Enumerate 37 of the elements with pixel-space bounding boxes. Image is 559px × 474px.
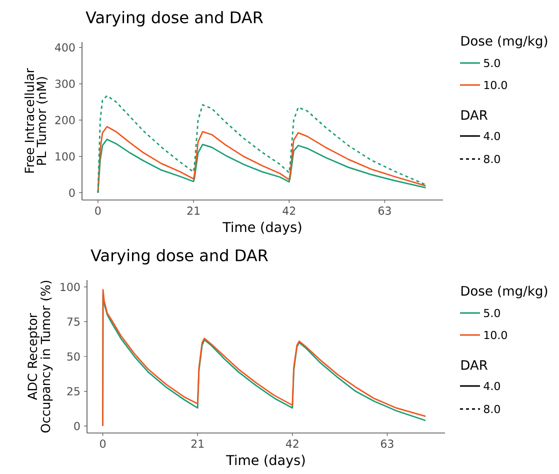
legend-label: 5.0: [484, 308, 500, 318]
x-tick-label: 63: [378, 206, 391, 215]
y-tick-label: 0: [69, 188, 75, 197]
x-tick-label: 63: [380, 440, 394, 448]
legend-label: 10.0: [484, 330, 507, 340]
text: 8.0: [484, 154, 500, 164]
chart-title: Varying dose and DAR: [86, 10, 263, 26]
y-axis-title: ADC Receptor Occupancy in Tumor (%): [28, 280, 53, 433]
y-tick-label: 100: [56, 152, 75, 161]
x-tick-label: 0: [100, 440, 106, 448]
text: 4.0: [484, 132, 500, 140]
y-tick-label: 75: [67, 318, 80, 326]
y-tick-label: 100: [60, 282, 80, 292]
x-tick-label: 0: [95, 206, 101, 215]
legend-label: 10.0: [484, 80, 507, 90]
y-tick-label: 400: [55, 43, 75, 52]
x-tick-label: 42: [286, 440, 298, 448]
x-axis-title: Time (days): [226, 454, 305, 468]
y-tick-label: 300: [55, 80, 75, 88]
y-tick-label: 50: [67, 352, 80, 361]
text: 8.0: [484, 404, 500, 414]
chart-title: Varying dose and DAR: [90, 248, 268, 264]
text: DAR: [461, 110, 488, 120]
legend-label: 5.0: [484, 58, 500, 68]
x-axis-title: Time (days): [222, 222, 302, 235]
x-tick-label: 21: [191, 440, 204, 448]
line-series: [97, 126, 426, 194]
legend-title: Dose (mg/kg): [461, 36, 548, 48]
y-tick-label: 25: [67, 387, 80, 396]
y-axis-title: Free Intracellular PL Tumor (nM): [24, 68, 48, 173]
x-tick-label: 21: [187, 206, 200, 215]
legend-title: Dose (mg/kg): [461, 286, 548, 298]
x-tick-label: 42: [282, 206, 296, 215]
y-tick-label: 200: [55, 116, 75, 124]
y-tick-label: 0: [74, 422, 80, 430]
text: DAR: [461, 360, 488, 370]
text: 4.0: [484, 382, 500, 390]
